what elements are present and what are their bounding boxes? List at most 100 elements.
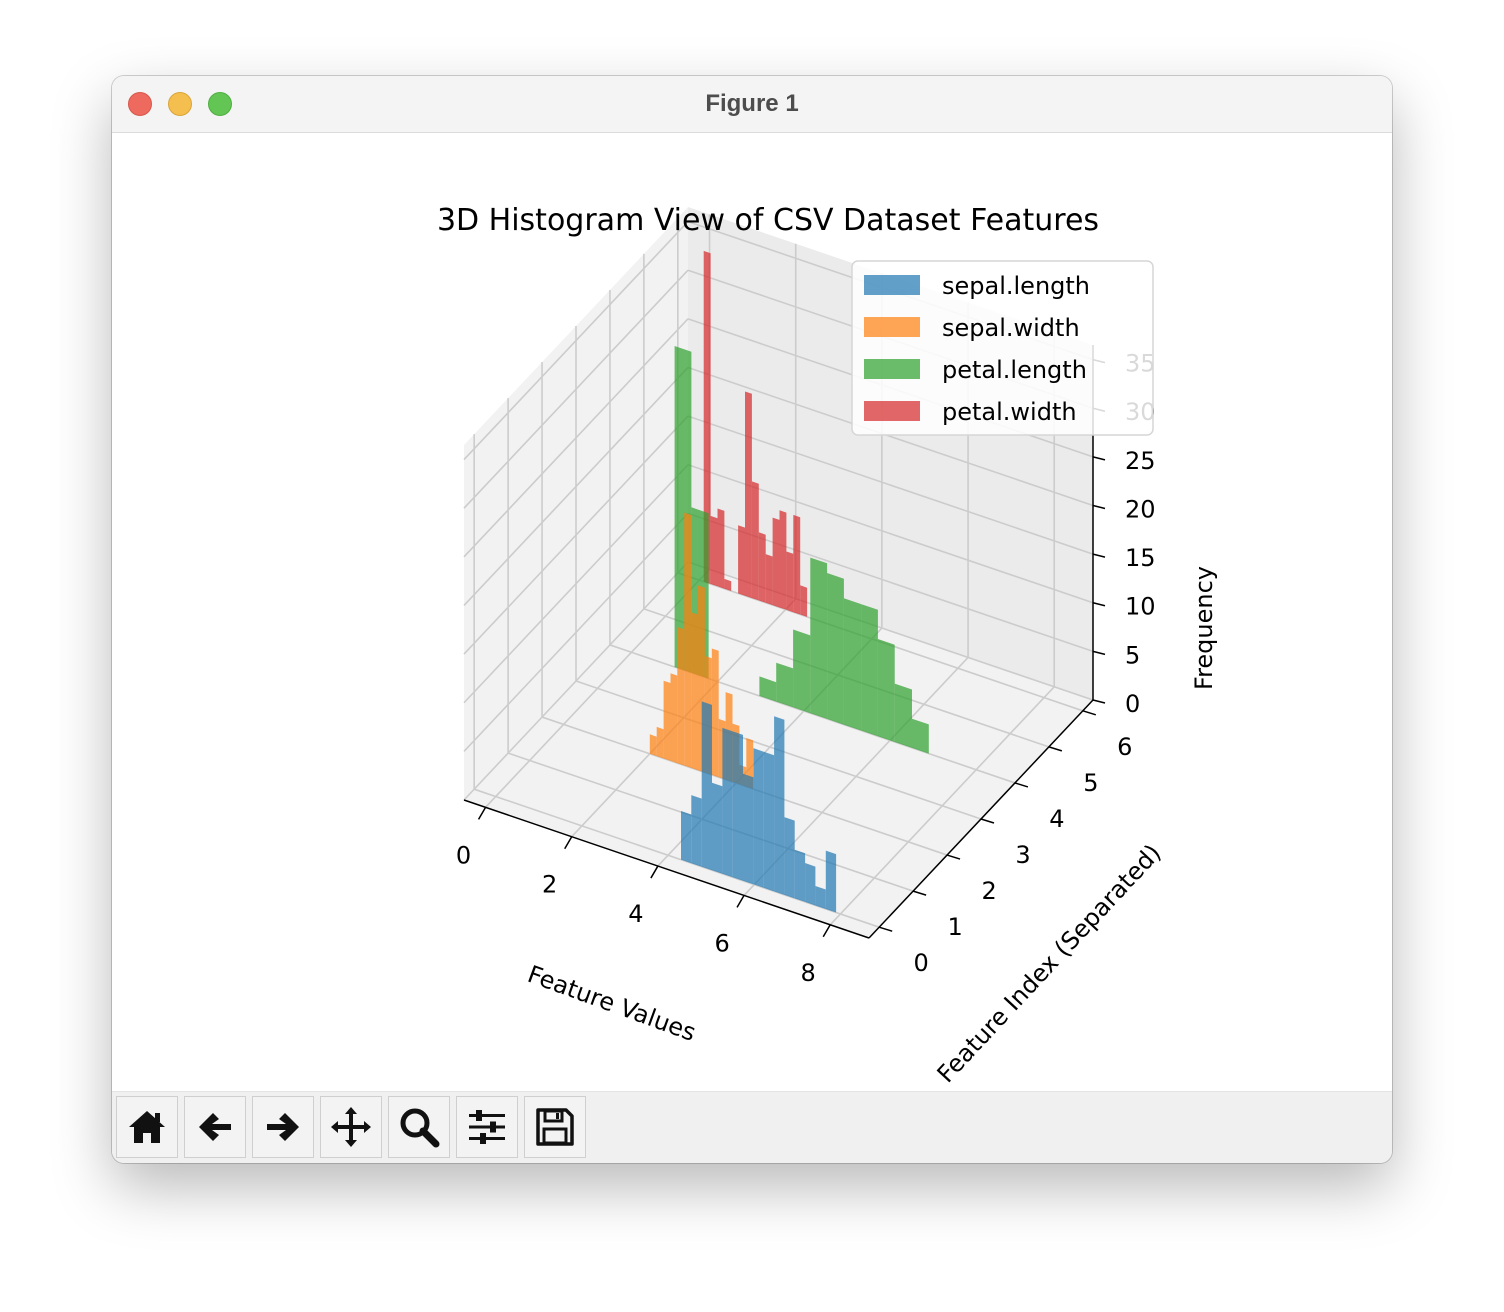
bar (745, 391, 752, 599)
bar (670, 673, 678, 764)
bar (800, 585, 808, 617)
tick-mark (477, 806, 487, 820)
figure-canvas[interactable]: 02468012345605101520253035Feature Values… (112, 133, 1392, 1091)
tick-mark (1092, 504, 1106, 510)
x-axis-line (463, 799, 870, 939)
legend-label: sepal.width (942, 314, 1080, 342)
bar (786, 551, 794, 613)
gridline (463, 318, 689, 558)
bar (759, 676, 777, 702)
gridline (463, 366, 689, 607)
bar (877, 639, 895, 742)
y-tick-label: 3 (1015, 841, 1030, 869)
title-bar: Figure 1 (112, 76, 1392, 133)
tick-mark (1092, 699, 1106, 704)
gridline (463, 269, 689, 509)
bar (763, 751, 775, 892)
legend-label: petal.width (942, 398, 1077, 426)
bar (784, 817, 795, 899)
tick-mark (1092, 553, 1106, 558)
bar (677, 627, 685, 766)
tick-mark (822, 924, 831, 938)
z-tick-label: 10 (1125, 593, 1156, 621)
bar (663, 680, 671, 761)
save-button[interactable] (524, 1096, 586, 1158)
forward-button[interactable] (252, 1096, 314, 1158)
y-tick-label: 6 (1117, 733, 1132, 761)
legend-swatch (864, 401, 920, 421)
close-window-button[interactable] (128, 92, 152, 116)
tick-mark (1082, 710, 1097, 716)
configure-subplots-button[interactable] (456, 1096, 518, 1158)
pan-move-icon (331, 1107, 371, 1147)
forward-arrow-icon (267, 1113, 299, 1141)
tick-mark (1092, 602, 1106, 607)
legend-label: sepal.length (942, 272, 1090, 300)
legend-swatch (864, 275, 920, 295)
bar (765, 554, 773, 606)
tick-mark (980, 818, 995, 824)
bar (732, 731, 743, 881)
bar (684, 512, 692, 768)
zoom-magnifier-icon (400, 1108, 440, 1148)
bar (827, 573, 844, 725)
x-tick-label: 2 (542, 871, 557, 899)
tick-mark (946, 854, 961, 860)
x-axis-title: Feature Values (524, 960, 700, 1047)
bar (722, 727, 733, 878)
bar (701, 701, 712, 871)
back-button[interactable] (184, 1096, 246, 1158)
zoom-button[interactable] (388, 1096, 450, 1158)
tick-mark (878, 926, 893, 932)
maximize-window-button[interactable] (208, 92, 232, 116)
tick-mark (564, 836, 573, 850)
y-tick-label: 1 (947, 913, 962, 941)
y-tick-label: 5 (1083, 769, 1098, 797)
bar (779, 510, 787, 610)
legend-label: petal.length (942, 356, 1087, 384)
z-tick-label: 25 (1125, 447, 1156, 475)
legend: sepal.length sepal.width petal.length petal… (851, 260, 1154, 436)
bar (894, 683, 912, 748)
bar (703, 250, 711, 584)
x-tick-label: 4 (628, 900, 643, 928)
legend-frame (851, 260, 1154, 436)
bar (793, 629, 811, 714)
gridline (463, 512, 689, 752)
y-tick-label: 0 (914, 949, 929, 977)
gridline (463, 415, 689, 655)
save-floppy-icon (536, 1108, 574, 1146)
gridline (463, 221, 689, 461)
bar (753, 748, 764, 888)
y-axis-title: Feature Index (Separated) (932, 839, 1167, 1088)
bar (717, 508, 725, 589)
y-tick-label: 2 (981, 877, 996, 905)
tick-mark (736, 895, 745, 908)
z-tick-label: 5 (1125, 641, 1140, 669)
figure-window: Figure 1 02468012345605101520253035Featu… (112, 76, 1392, 1163)
bar (772, 517, 780, 608)
tick-mark (1048, 746, 1063, 752)
legend-swatch (864, 317, 920, 337)
bar (825, 850, 837, 913)
bar (793, 514, 801, 615)
bar (912, 718, 929, 754)
bar (843, 598, 862, 731)
pan-button[interactable] (320, 1096, 382, 1158)
bar (743, 773, 754, 885)
bar (815, 886, 826, 909)
bar (656, 726, 664, 759)
home-button[interactable] (116, 1096, 178, 1158)
bar (751, 481, 759, 601)
z-tick-label: 0 (1125, 690, 1140, 718)
tick-mark (1092, 650, 1106, 656)
home-icon (129, 1111, 165, 1143)
legend-swatch (864, 359, 920, 379)
z-tick-label: 20 (1125, 496, 1156, 524)
minimize-window-button[interactable] (168, 92, 192, 116)
gridline (687, 366, 1094, 507)
bar (805, 863, 816, 906)
bar (758, 532, 766, 603)
bar (738, 525, 745, 596)
bar (681, 811, 692, 864)
